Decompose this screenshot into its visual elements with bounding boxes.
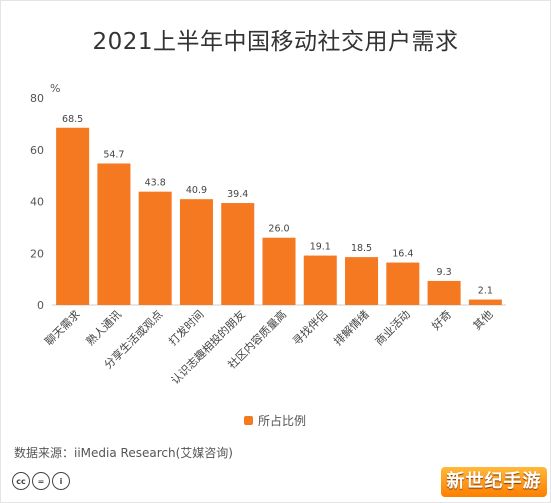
x-tick-label: 聊天需求 [42,307,83,348]
bar [262,237,296,305]
data-label: 2.1 [478,286,493,297]
data-label: 39.4 [227,189,248,200]
bar [468,299,502,305]
y-tick-label: 40 [30,196,44,209]
x-tick-label: 好奇 [429,307,454,332]
x-tick-label: 排解情绪 [331,307,372,348]
chart-legend: 所占比例 [244,412,306,429]
data-label: 40.9 [186,185,207,196]
data-label: 18.5 [351,243,372,254]
x-tick-label: 寻找伴侣 [289,307,330,348]
x-tick-label: 打发时间 [166,307,207,348]
bar [427,280,461,305]
bar [56,127,90,305]
data-label: 68.5 [62,114,83,125]
data-label: 16.4 [392,249,413,260]
bar [179,199,213,305]
x-tick-label: 认识志趣相投的朋友 [168,307,248,387]
x-tick-label: 其他 [471,308,496,333]
chart-title: 2021上半年中国移动社交用户需求 [92,29,459,55]
y-axis-unit: % [50,82,60,95]
legend-label: 所占比例 [258,414,307,428]
bar [303,255,337,305]
x-tick-label: 商业活动 [372,307,413,348]
attribution-icon: i [52,472,70,490]
license-icons: cc = i [12,472,70,490]
cc-icon: cc [12,472,30,490]
no-derivatives-icon: = [32,472,50,490]
bar [386,262,420,305]
y-tick-label: 80 [30,92,44,105]
x-tick-label: 熟人通讯 [83,307,124,348]
bar [97,163,131,305]
source-note: 数据来源：iiMedia Research(艾媒咨询) [14,446,233,460]
data-label: 43.8 [145,178,166,189]
legend-swatch [244,416,253,425]
bar [138,191,172,305]
y-tick-label: 0 [37,299,44,312]
bar [345,257,379,305]
bar [221,203,255,305]
data-label: 26.0 [268,224,289,235]
data-label: 9.3 [437,267,452,278]
y-tick-label: 60 [30,144,44,157]
data-label: 19.1 [310,242,331,253]
y-tick-label: 20 [30,247,44,260]
data-label: 54.7 [103,149,124,160]
site-watermark: 新世纪手游 [441,467,547,497]
